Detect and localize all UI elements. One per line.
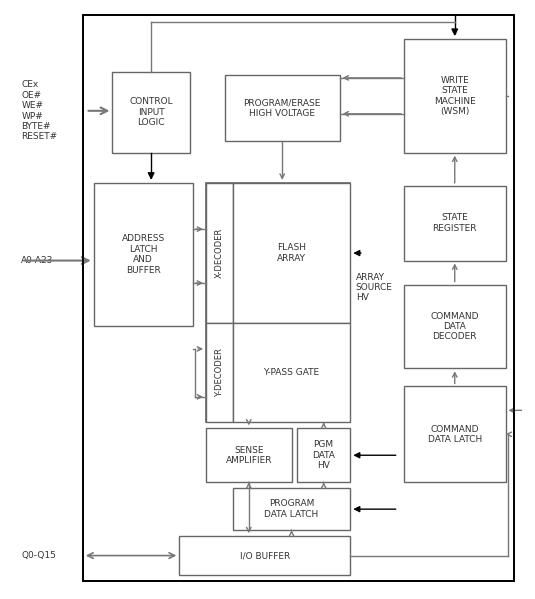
Bar bbox=[206, 183, 350, 422]
Bar bbox=[206, 323, 233, 422]
Bar bbox=[206, 183, 233, 323]
Text: Y-PASS GATE: Y-PASS GATE bbox=[264, 368, 319, 377]
Bar bbox=[112, 72, 190, 153]
Bar bbox=[94, 183, 193, 326]
Bar bbox=[179, 536, 350, 575]
Bar bbox=[233, 323, 350, 422]
Text: COMMAND
DATA LATCH: COMMAND DATA LATCH bbox=[427, 425, 482, 444]
Bar bbox=[404, 186, 506, 261]
Bar bbox=[404, 39, 506, 153]
Bar bbox=[404, 285, 506, 368]
Text: I/O BUFFER: I/O BUFFER bbox=[240, 551, 290, 560]
Text: WRITE
STATE
MACHINE
(WSM): WRITE STATE MACHINE (WSM) bbox=[434, 75, 476, 116]
Bar bbox=[206, 428, 292, 482]
Bar bbox=[233, 183, 350, 323]
Text: Y-DECODER: Y-DECODER bbox=[215, 349, 224, 397]
Text: X-DECODER: X-DECODER bbox=[215, 228, 224, 278]
Text: FLASH
ARRAY: FLASH ARRAY bbox=[277, 243, 306, 263]
Bar bbox=[83, 15, 514, 581]
Text: STATE
REGISTER: STATE REGISTER bbox=[432, 213, 477, 233]
Bar bbox=[404, 386, 506, 482]
Text: Q0-Q15: Q0-Q15 bbox=[21, 551, 56, 561]
Text: PGM
DATA
HV: PGM DATA HV bbox=[312, 440, 335, 470]
Text: COMMAND
DATA
DECODER: COMMAND DATA DECODER bbox=[431, 311, 479, 341]
Bar bbox=[83, 15, 514, 581]
Text: SENSE
AMPLIFIER: SENSE AMPLIFIER bbox=[226, 446, 272, 465]
Text: PROGRAM
DATA LATCH: PROGRAM DATA LATCH bbox=[264, 500, 319, 519]
Text: ADDRESS
LATCH
AND
BUFFER: ADDRESS LATCH AND BUFFER bbox=[121, 234, 165, 275]
Text: CEx
OE#
WE#
WP#
BYTE#
RESET#: CEx OE# WE# WP# BYTE# RESET# bbox=[21, 80, 58, 141]
Bar bbox=[233, 488, 350, 530]
Bar bbox=[225, 75, 340, 141]
Text: PROGRAM/ERASE
HIGH VOLTAGE: PROGRAM/ERASE HIGH VOLTAGE bbox=[243, 98, 321, 117]
Text: ARRAY
SOURCE
HV: ARRAY SOURCE HV bbox=[356, 273, 393, 302]
Text: CONTROL
INPUT
LOGIC: CONTROL INPUT LOGIC bbox=[129, 98, 173, 127]
Text: A0-A23: A0-A23 bbox=[21, 256, 54, 265]
Bar bbox=[297, 428, 350, 482]
